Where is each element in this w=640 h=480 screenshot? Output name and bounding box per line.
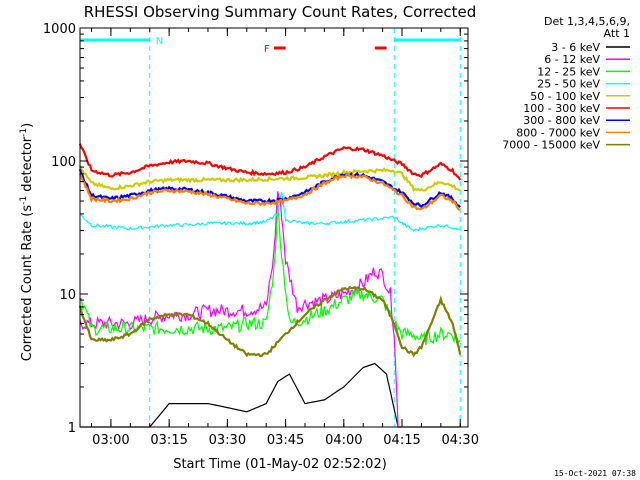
y-axis-label-part1: Corrected Count Rate (s: [20, 205, 35, 362]
legend-label-2: 12 - 25 keV: [537, 65, 600, 78]
series-line-4: [78, 165, 461, 192]
x-tick-label-2: 03:30: [209, 433, 246, 448]
x-tick-label-3: 03:45: [267, 433, 304, 448]
y-tick-label-3: 1000: [43, 22, 76, 37]
plot-border: [79, 27, 469, 428]
x-tick-label-4: 04:00: [325, 433, 362, 448]
x-axis-label: Start Time (01-May-02 02:52:02): [173, 457, 387, 472]
x-tick-label-6: 04:30: [442, 433, 479, 448]
x-tick-label-5: 04:15: [383, 433, 420, 448]
x-tick-label-0: 03:00: [92, 433, 129, 448]
y-tick-label-1: 10: [59, 288, 76, 303]
legend-label-4: 50 - 100 keV: [530, 90, 600, 103]
y-tick-label-2: 100: [51, 155, 76, 170]
plot-area: N F 1 10 100 1000 03:00 03:15 03:30 03:45 04:00 04:…: [43, 22, 479, 448]
flag-label-N: N: [156, 36, 163, 47]
legend-label-6: 300 - 800 keV: [523, 114, 600, 127]
series-line-8: [78, 285, 462, 358]
legend-label-1: 6 - 12 keV: [544, 53, 600, 66]
series-line-1: [79, 191, 402, 428]
legend-label-5: 100 - 300 keV: [523, 102, 600, 115]
y-axis-label: Corrected Count Rate (s-1 detector-1): [19, 123, 35, 361]
footer-timestamp: 15-Oct-2021 07:38: [554, 469, 636, 478]
y-tick-label-0: 1: [68, 421, 76, 436]
x-tick-label-1: 03:15: [150, 433, 187, 448]
y-axis-label-sup1: -1: [19, 196, 29, 205]
legend-label-7: 800 - 7000 keV: [516, 126, 600, 139]
series-line-6: [78, 168, 461, 209]
series-line-3: [79, 191, 461, 232]
chart-title: RHESSI Observing Summary Count Rates, Co…: [84, 3, 477, 21]
flag-label-F: F: [264, 44, 270, 55]
series-line-5: [78, 143, 462, 181]
legend-label-3: 25 - 50 keV: [537, 78, 600, 91]
series-line-7: [78, 173, 461, 211]
y-axis-label-sup2: -1: [19, 128, 29, 137]
series-line-2: [79, 202, 461, 345]
legend-header-line2: Att 1: [604, 27, 630, 40]
y-axis-label-part3: ): [20, 123, 35, 128]
legend-label-0: 3 - 6 keV: [551, 41, 600, 54]
y-axis-label-part2: detector: [20, 136, 35, 196]
legend-label-8: 7000 - 15000 keV: [502, 139, 600, 152]
legend-header-line1: Det 1,3,4,5,6,9,: [544, 15, 630, 28]
